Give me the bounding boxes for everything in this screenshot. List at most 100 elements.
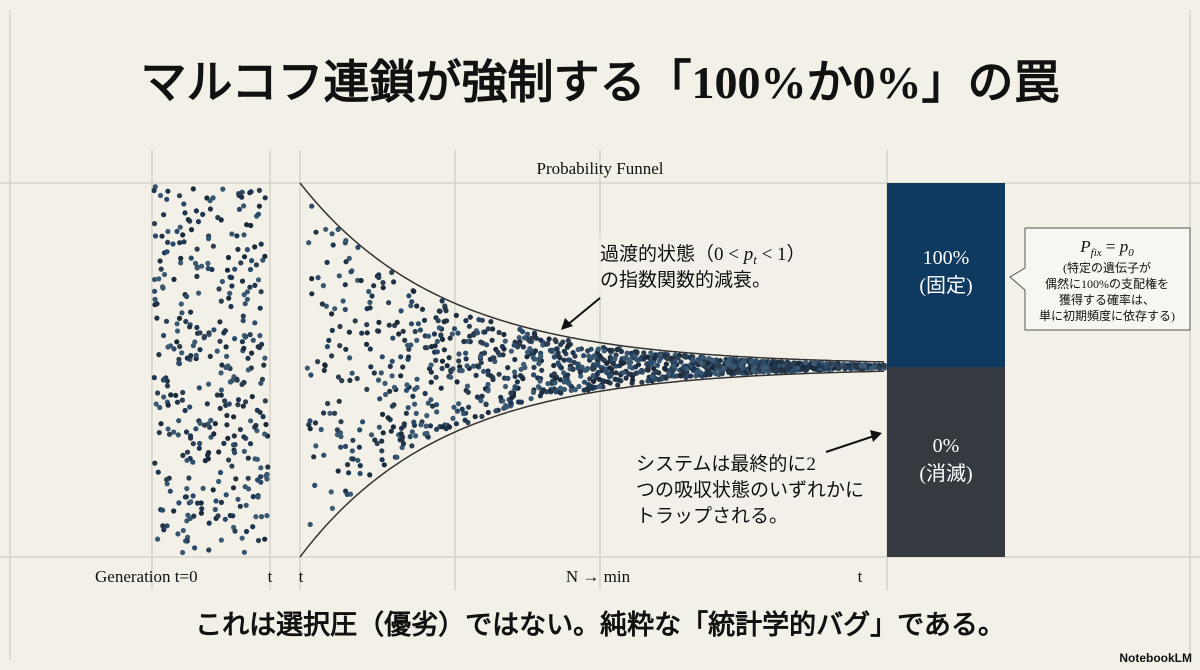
particle xyxy=(596,376,603,382)
particle xyxy=(459,406,465,412)
particle xyxy=(230,513,236,519)
particle xyxy=(557,377,563,383)
particle xyxy=(222,516,228,522)
particle xyxy=(742,369,748,375)
particle xyxy=(512,384,518,390)
particle xyxy=(187,404,193,410)
trap-note: システムは最終的に2 xyxy=(636,453,816,475)
particle xyxy=(536,361,542,367)
particle xyxy=(481,350,488,356)
particle xyxy=(800,365,807,371)
particle xyxy=(538,337,544,343)
particle xyxy=(645,378,651,384)
particle xyxy=(164,481,170,487)
particle xyxy=(571,359,577,366)
callout: Pfix = p0 (特定の遺伝子が 偶然に100%の支配権を 獲得する確率は、… xyxy=(1009,227,1191,331)
particle xyxy=(464,383,471,389)
particle xyxy=(604,360,610,366)
particle xyxy=(263,473,269,479)
note-part: < 1） xyxy=(757,243,806,265)
particle xyxy=(590,373,596,379)
particle xyxy=(312,482,318,488)
particle xyxy=(196,385,202,391)
particle xyxy=(243,399,249,405)
funnel-curve xyxy=(299,182,885,363)
particle xyxy=(245,367,251,373)
particle xyxy=(179,310,185,316)
particle xyxy=(456,358,462,364)
particle xyxy=(407,434,413,440)
particle xyxy=(196,445,202,451)
particle xyxy=(216,478,222,485)
particle xyxy=(471,332,477,338)
particle xyxy=(180,527,186,534)
transient-note: 過渡的状態（0 < pt < 1） xyxy=(600,243,806,267)
particle xyxy=(183,429,190,435)
particle xyxy=(502,338,508,344)
particle xyxy=(321,367,327,373)
particle xyxy=(536,385,543,391)
particle xyxy=(170,241,176,247)
particle xyxy=(609,366,615,372)
particle xyxy=(512,373,518,379)
particle xyxy=(155,536,161,542)
particle xyxy=(326,337,332,343)
particle xyxy=(257,305,263,311)
particle xyxy=(320,283,326,289)
particle xyxy=(781,368,788,374)
particle xyxy=(349,370,355,376)
particle xyxy=(709,357,716,363)
particle xyxy=(184,449,191,455)
particle xyxy=(250,524,256,530)
particle xyxy=(599,368,605,374)
particle xyxy=(319,301,325,307)
particle xyxy=(171,346,177,352)
particle xyxy=(180,389,186,396)
particle xyxy=(741,358,747,364)
particle xyxy=(174,399,181,405)
particle xyxy=(152,276,158,283)
particle xyxy=(501,331,507,338)
particle xyxy=(834,362,840,369)
particle xyxy=(451,404,457,410)
particle xyxy=(200,211,206,217)
absorbing-box-top xyxy=(887,183,1005,367)
arrow xyxy=(565,297,601,327)
particle xyxy=(539,367,545,373)
particle xyxy=(232,528,238,534)
particle xyxy=(485,388,491,394)
particle xyxy=(183,318,189,325)
particle xyxy=(447,335,453,341)
particle xyxy=(364,330,370,336)
particle xyxy=(258,380,264,386)
particle xyxy=(178,255,184,261)
particle xyxy=(433,374,439,380)
particle xyxy=(411,419,417,425)
box-value: 0% xyxy=(933,435,960,457)
particle xyxy=(160,507,166,513)
particle xyxy=(218,499,224,505)
particle xyxy=(516,341,523,347)
formula-part: fix xyxy=(1091,247,1102,259)
particle xyxy=(238,260,244,266)
particle xyxy=(218,392,224,398)
particle xyxy=(508,390,514,396)
particle xyxy=(399,444,405,451)
particle xyxy=(623,375,629,381)
particle xyxy=(357,463,363,469)
particle xyxy=(193,352,199,358)
particle xyxy=(520,329,526,335)
particle xyxy=(478,360,484,366)
particle xyxy=(568,387,574,393)
particle xyxy=(404,382,410,388)
particle xyxy=(342,282,348,288)
particle xyxy=(231,433,237,439)
particle xyxy=(215,513,221,519)
particle xyxy=(537,378,543,384)
particle xyxy=(394,319,400,325)
particle xyxy=(312,420,319,426)
particle xyxy=(235,246,241,252)
particle xyxy=(253,262,259,268)
particle xyxy=(240,313,246,319)
particle xyxy=(630,377,636,383)
